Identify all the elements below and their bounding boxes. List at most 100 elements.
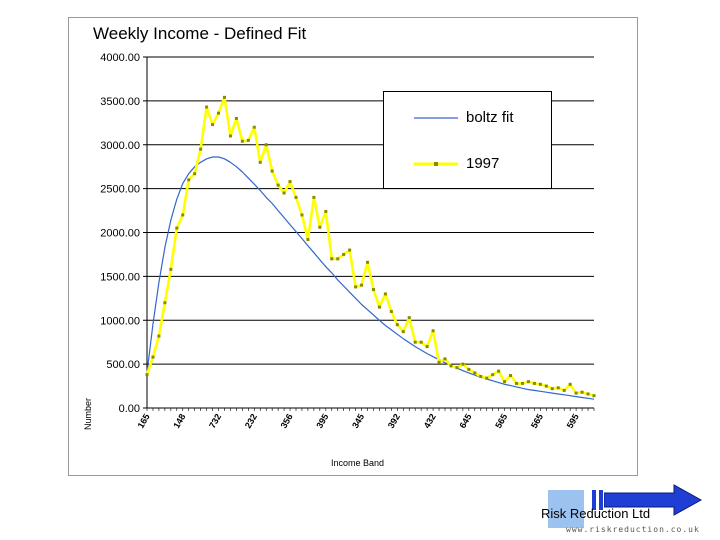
data-point-1997 — [246, 138, 250, 142]
data-point-1997 — [562, 388, 566, 392]
data-point-1997 — [348, 248, 352, 252]
data-point-1997 — [497, 369, 501, 373]
legend-marker-1997-icon — [434, 162, 438, 166]
data-point-1997 — [383, 292, 387, 296]
y-axis-label: Number — [83, 397, 93, 430]
data-point-1997 — [312, 195, 316, 199]
data-point-1997 — [228, 134, 232, 138]
data-point-1997 — [306, 238, 310, 242]
data-point-1997 — [217, 111, 221, 115]
data-point-1997 — [151, 355, 155, 359]
y-tick-label: 0.00 — [119, 403, 140, 415]
data-point-1997 — [288, 180, 292, 184]
legend: boltz fit 1997 — [383, 91, 552, 189]
data-point-1997 — [324, 209, 328, 213]
logo-bars-icon — [592, 490, 603, 510]
x-tick-label: 565 — [493, 412, 509, 430]
data-point-1997 — [371, 288, 375, 292]
data-point-1997 — [264, 143, 268, 147]
logo-website-url: www.riskreduction.co.uk — [566, 525, 700, 534]
data-point-1997 — [449, 364, 453, 368]
data-point-1997 — [169, 267, 173, 271]
data-point-1997 — [342, 252, 346, 256]
data-point-1997 — [234, 116, 238, 120]
x-axis-label: Income Band — [331, 458, 385, 468]
x-tick-label: 432 — [422, 412, 438, 430]
data-point-1997 — [211, 123, 215, 127]
y-tick-label: 2500.00 — [100, 184, 140, 196]
data-point-1997 — [503, 380, 507, 384]
logo-square-icon — [548, 490, 584, 528]
data-point-1997 — [377, 305, 381, 309]
data-point-1997 — [580, 390, 584, 394]
data-point-1997 — [425, 345, 429, 349]
legend-line-boltz-fit-icon — [414, 117, 458, 119]
chart-plot: 0.00 500.00 1000.00 1500.00 2000.00 2500.00 30… — [100, 52, 596, 430]
data-point-1997 — [473, 371, 477, 375]
data-point-1997 — [145, 373, 149, 377]
data-point-1997 — [515, 381, 519, 385]
x-tick-label: 565 — [529, 412, 545, 430]
data-point-1997 — [491, 373, 495, 377]
data-point-1997 — [360, 283, 364, 287]
data-point-1997 — [354, 285, 358, 289]
data-point-1997 — [467, 367, 471, 371]
data-point-1997 — [586, 392, 590, 396]
data-point-1997 — [568, 382, 572, 386]
series-line-boltz-fit — [146, 156, 595, 400]
data-point-1997 — [455, 366, 459, 370]
data-point-1997 — [520, 381, 524, 385]
data-point-1997 — [550, 387, 554, 391]
y-tick-label: 3500.00 — [100, 96, 140, 108]
x-tick-label: 595 — [565, 412, 581, 430]
data-point-1997 — [199, 147, 203, 151]
legend-label-boltz-fit: boltz fit — [466, 109, 514, 126]
data-point-1997 — [163, 301, 167, 305]
y-tick-label: 3000.00 — [100, 140, 140, 152]
data-point-1997 — [574, 391, 578, 395]
data-point-1997 — [318, 225, 322, 229]
company-logo: Risk Reduction Ltd www.riskreduction.co.… — [540, 482, 720, 540]
data-point-1997 — [205, 105, 209, 109]
data-point-1997 — [276, 183, 280, 187]
data-point-1997 — [401, 330, 405, 334]
data-point-1997 — [413, 340, 417, 344]
chart-title: Weekly Income - Defined Fit — [93, 24, 307, 43]
legend-entry-1997: 1997 — [384, 152, 551, 176]
data-point-1997 — [157, 334, 161, 338]
x-tick-label: 395 — [314, 412, 330, 430]
data-point-1997 — [366, 260, 370, 264]
y-tick-label: 2000.00 — [100, 228, 140, 240]
data-point-1997 — [592, 394, 596, 398]
y-tick-label: 1000.00 — [100, 315, 140, 327]
data-point-1997 — [240, 139, 244, 143]
data-point-1997 — [294, 195, 298, 199]
y-tick-label: 1500.00 — [100, 271, 140, 283]
data-point-1997 — [395, 323, 399, 327]
data-point-1997 — [485, 376, 489, 380]
series-line-1997 — [145, 96, 595, 397]
x-tick-label: 232 — [243, 412, 259, 430]
data-point-1997 — [526, 380, 530, 384]
chart-frame: 0.00 500.00 1000.00 1500.00 2000.00 2500.00 30… — [68, 17, 638, 476]
x-tick-label: 356 — [279, 412, 295, 430]
logo-arrow-icon — [604, 484, 703, 516]
logo-company-name: Risk Reduction Ltd — [541, 506, 651, 521]
data-point-1997 — [181, 213, 185, 217]
data-point-1997 — [175, 226, 179, 230]
data-point-1997 — [532, 381, 536, 385]
data-point-1997 — [336, 257, 340, 261]
data-point-1997 — [461, 362, 465, 366]
legend-line-1997-icon — [414, 162, 458, 166]
data-point-1997 — [556, 386, 560, 390]
data-point-1997 — [270, 169, 274, 173]
data-point-1997 — [443, 357, 447, 361]
data-point-1997 — [330, 257, 334, 261]
y-tick-label: 500.00 — [106, 359, 140, 371]
data-point-1997 — [282, 191, 286, 195]
data-point-1997 — [437, 360, 441, 364]
data-point-1997 — [252, 125, 256, 129]
y-tick-label: 4000.00 — [100, 52, 140, 64]
data-point-1997 — [509, 374, 513, 378]
data-point-1997 — [479, 374, 483, 378]
